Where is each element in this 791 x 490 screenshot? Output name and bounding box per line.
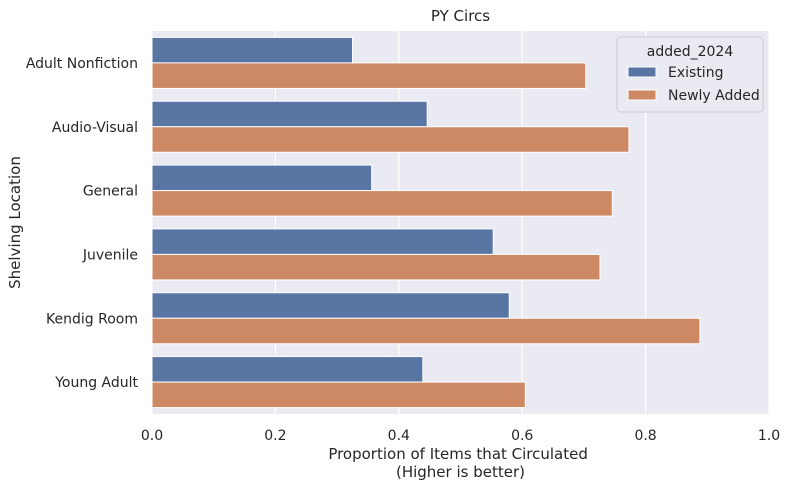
bar-newly-added [151, 253, 601, 281]
x-tick-label: 0.0 [141, 428, 163, 444]
bar-existing [151, 100, 428, 128]
legend-title: added_2024 [647, 44, 734, 60]
grid-lines [151, 31, 770, 414]
bar-newly-added [151, 381, 526, 409]
bar-existing [151, 228, 494, 255]
x-axis-label-line-1: Proportion of Items that Circulated [328, 445, 588, 463]
x-tick-label: 1.0 [758, 428, 780, 444]
x-tick-label: 0.8 [634, 428, 656, 444]
y-axis-label: Shelving Location [6, 156, 24, 289]
bar-newly-added [151, 190, 613, 217]
y-tick-label: Adult Nonfiction [26, 56, 138, 72]
legend-swatch-newly-added [627, 89, 657, 101]
x-tick-label: 0.4 [388, 428, 410, 444]
legend-label-existing: Existing [668, 65, 723, 81]
y-tick-label: Young Adult [54, 375, 138, 391]
x-tick-labels: 0.0 0.2 0.4 0.6 0.8 1.0 [141, 428, 780, 444]
legend-swatch-existing [627, 66, 657, 78]
chart-title: PY Circs [431, 7, 490, 25]
x-axis-label-line-2: (Higher is better) [396, 463, 525, 481]
y-tick-label: Kendig Room [46, 311, 138, 327]
y-tick-label: Audio-Visual [52, 120, 138, 136]
y-tick-label: Juvenile [82, 247, 138, 263]
legend: added_2024 Existing Newly Added [616, 36, 764, 113]
bars [151, 36, 701, 409]
legend-label-newly-added: Newly Added [668, 88, 760, 104]
bar-newly-added [151, 126, 630, 153]
bar-existing [151, 292, 510, 319]
bar-existing [151, 36, 354, 64]
x-axis-label: Proportion of Items that Circulated (Hig… [328, 445, 592, 481]
bar-existing [151, 356, 424, 383]
bar-existing [151, 164, 373, 192]
x-tick-label: 0.2 [264, 428, 286, 444]
bar-newly-added [151, 317, 701, 345]
y-tick-labels: Adult Nonfiction Audio-Visual General Juven… [26, 56, 139, 391]
x-tick-label: 0.6 [511, 428, 533, 444]
bar-newly-added [151, 62, 587, 89]
y-tick-label: General [83, 184, 138, 200]
